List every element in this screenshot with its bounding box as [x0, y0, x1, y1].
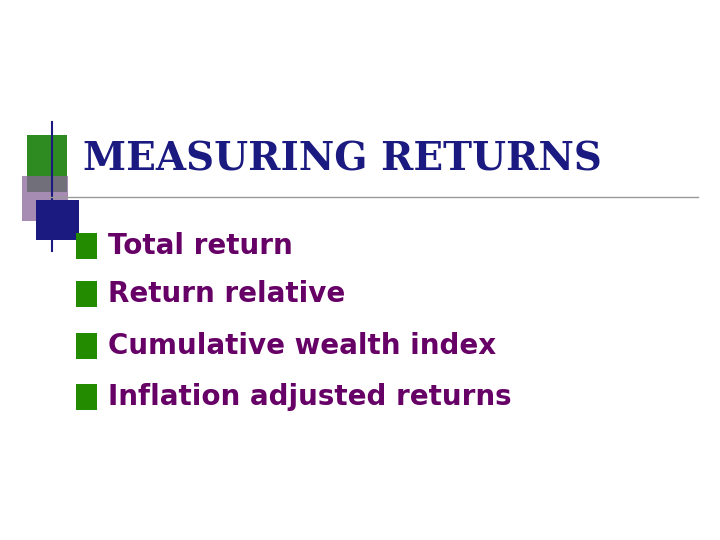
- Bar: [76, 281, 97, 307]
- Bar: [76, 384, 97, 410]
- Text: Return relative: Return relative: [108, 280, 346, 308]
- Bar: [36, 200, 79, 240]
- Text: MEASURING RETURNS: MEASURING RETURNS: [83, 140, 602, 178]
- Text: Cumulative wealth index: Cumulative wealth index: [108, 332, 496, 360]
- Text: Inflation adjusted returns: Inflation adjusted returns: [108, 383, 512, 411]
- Text: Total return: Total return: [108, 232, 293, 260]
- Bar: [76, 333, 97, 359]
- Bar: [76, 233, 97, 259]
- Bar: [27, 135, 67, 192]
- Bar: [22, 176, 68, 221]
